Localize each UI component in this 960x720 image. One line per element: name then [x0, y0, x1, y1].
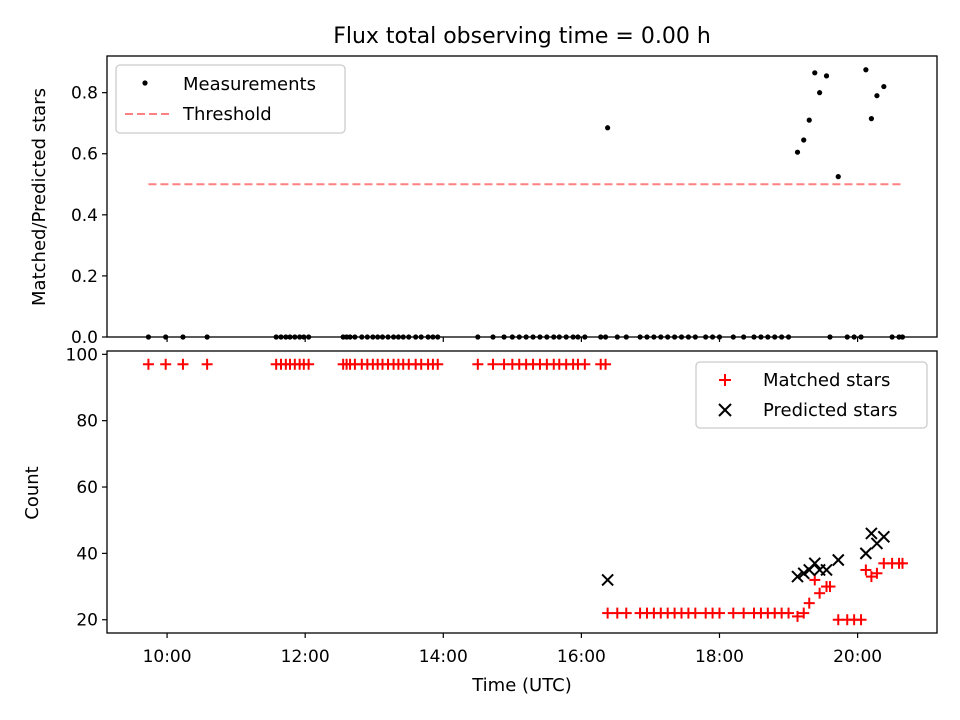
x-tick-label: 10:00	[143, 647, 192, 667]
matched-star-point	[620, 607, 632, 619]
matched-star-point	[860, 564, 872, 576]
matched-star-point	[814, 587, 826, 599]
y-tick-label: 0.8	[71, 84, 98, 104]
predicted-star-point	[877, 530, 891, 543]
y-tick-label: 0.0	[71, 328, 98, 348]
matched-star-point	[201, 358, 213, 370]
measurement-point	[605, 125, 611, 131]
predicted-star-point	[791, 570, 804, 583]
matched-star-point	[809, 574, 821, 586]
x-axis-label-time: Time (UTC)	[471, 675, 572, 696]
matched-star-point	[472, 358, 484, 370]
legend-measurements-marker	[142, 80, 148, 86]
y-tick-label: 20	[76, 611, 98, 631]
y-ticks-ratio: 0.0 0.2 0.4 0.6 0.8	[71, 84, 859, 348]
matched-star-point	[865, 571, 877, 583]
matched-star-point	[896, 557, 908, 569]
y-tick-label: 80	[76, 412, 98, 432]
y-ticks-count: 20 40 60 80 100	[66, 345, 107, 631]
legend-ratio: Measurements Threshold	[115, 64, 346, 134]
measurement-point	[823, 73, 830, 79]
measurement-point	[817, 90, 823, 96]
matched-star-point	[142, 358, 154, 370]
matched-star-point	[713, 607, 725, 619]
legend-predicted-label: Predicted stars	[763, 400, 897, 421]
x-tick-label: 14:00	[419, 647, 468, 667]
matched-star-point	[855, 614, 867, 626]
legend-count: Matched stars Predicted stars	[695, 361, 928, 429]
matched-star-point	[824, 581, 836, 593]
y-axis-label-count: Count	[22, 466, 43, 519]
matched-star-point	[803, 597, 815, 609]
y-tick-label: 0.4	[71, 206, 98, 226]
matched-star-point	[600, 358, 612, 370]
legend-measurements-label: Measurements	[183, 74, 316, 95]
y-axis-label-ratio: Matched/Predicted stars	[29, 88, 50, 306]
predicted-star-point	[832, 553, 845, 567]
legend-predicted-marker	[718, 403, 732, 417]
x-tick-label: 16:00	[557, 647, 606, 667]
x-ticks-time: 10:00 12:00 14:00 16:00 18:00 20:00	[143, 633, 882, 667]
plot-frame-count	[106, 350, 938, 634]
matched-star-point	[602, 607, 614, 619]
legend-matched-label: Matched stars	[763, 370, 890, 391]
matched-star-point	[727, 607, 739, 619]
matched-star-point	[792, 610, 804, 622]
matched-star-point	[689, 607, 701, 619]
measurement-point	[806, 117, 812, 123]
matched-star-point	[871, 567, 883, 579]
x-tick-label: 20:00	[833, 647, 882, 667]
matched-star-point	[432, 358, 444, 370]
measurement-point	[863, 67, 869, 73]
matched-star-point	[579, 358, 591, 370]
predicted-star-point	[820, 563, 833, 577]
legend-threshold-label: Threshold	[182, 104, 272, 125]
matched-star-point	[160, 358, 172, 370]
chart-title: Flux total observing time = 0.00 h	[333, 24, 711, 49]
measurement-point	[881, 83, 887, 90]
measurement-point	[812, 70, 818, 76]
matched-star-point	[177, 358, 189, 370]
x-tick-label: 18:00	[695, 647, 744, 667]
predicted-stars-series	[601, 527, 891, 587]
ratio-panel: Flux total observing time = 0.00 h Match…	[29, 24, 938, 348]
y-tick-label: 0.2	[71, 267, 98, 287]
matched-star-point	[798, 607, 810, 619]
predicted-star-point	[797, 567, 810, 580]
measurement-point	[801, 137, 807, 143]
measurement-point	[874, 93, 880, 99]
matched-star-point	[738, 607, 750, 619]
measurement-point	[868, 116, 875, 122]
plot-frame-ratio	[106, 55, 938, 338]
matched-star-point	[783, 607, 795, 619]
predicted-star-point	[859, 547, 873, 560]
matched-star-point	[487, 358, 499, 370]
legend-box	[695, 361, 928, 429]
measurement-point	[835, 174, 841, 180]
legend-box	[115, 64, 346, 134]
predicted-star-point	[808, 557, 821, 570]
y-tick-label: 0.6	[71, 145, 98, 165]
y-tick-label: 40	[76, 544, 98, 564]
y-tick-label: 100	[66, 345, 98, 365]
y-tick-label: 60	[76, 478, 98, 498]
predicted-star-point	[865, 527, 878, 540]
measurement-point	[794, 149, 801, 155]
legend-matched-marker	[719, 374, 731, 386]
matched-stars-series	[142, 358, 908, 626]
predicted-star-point	[601, 573, 614, 587]
matched-star-point	[303, 358, 315, 370]
x-tick-label: 12:00	[281, 647, 330, 667]
